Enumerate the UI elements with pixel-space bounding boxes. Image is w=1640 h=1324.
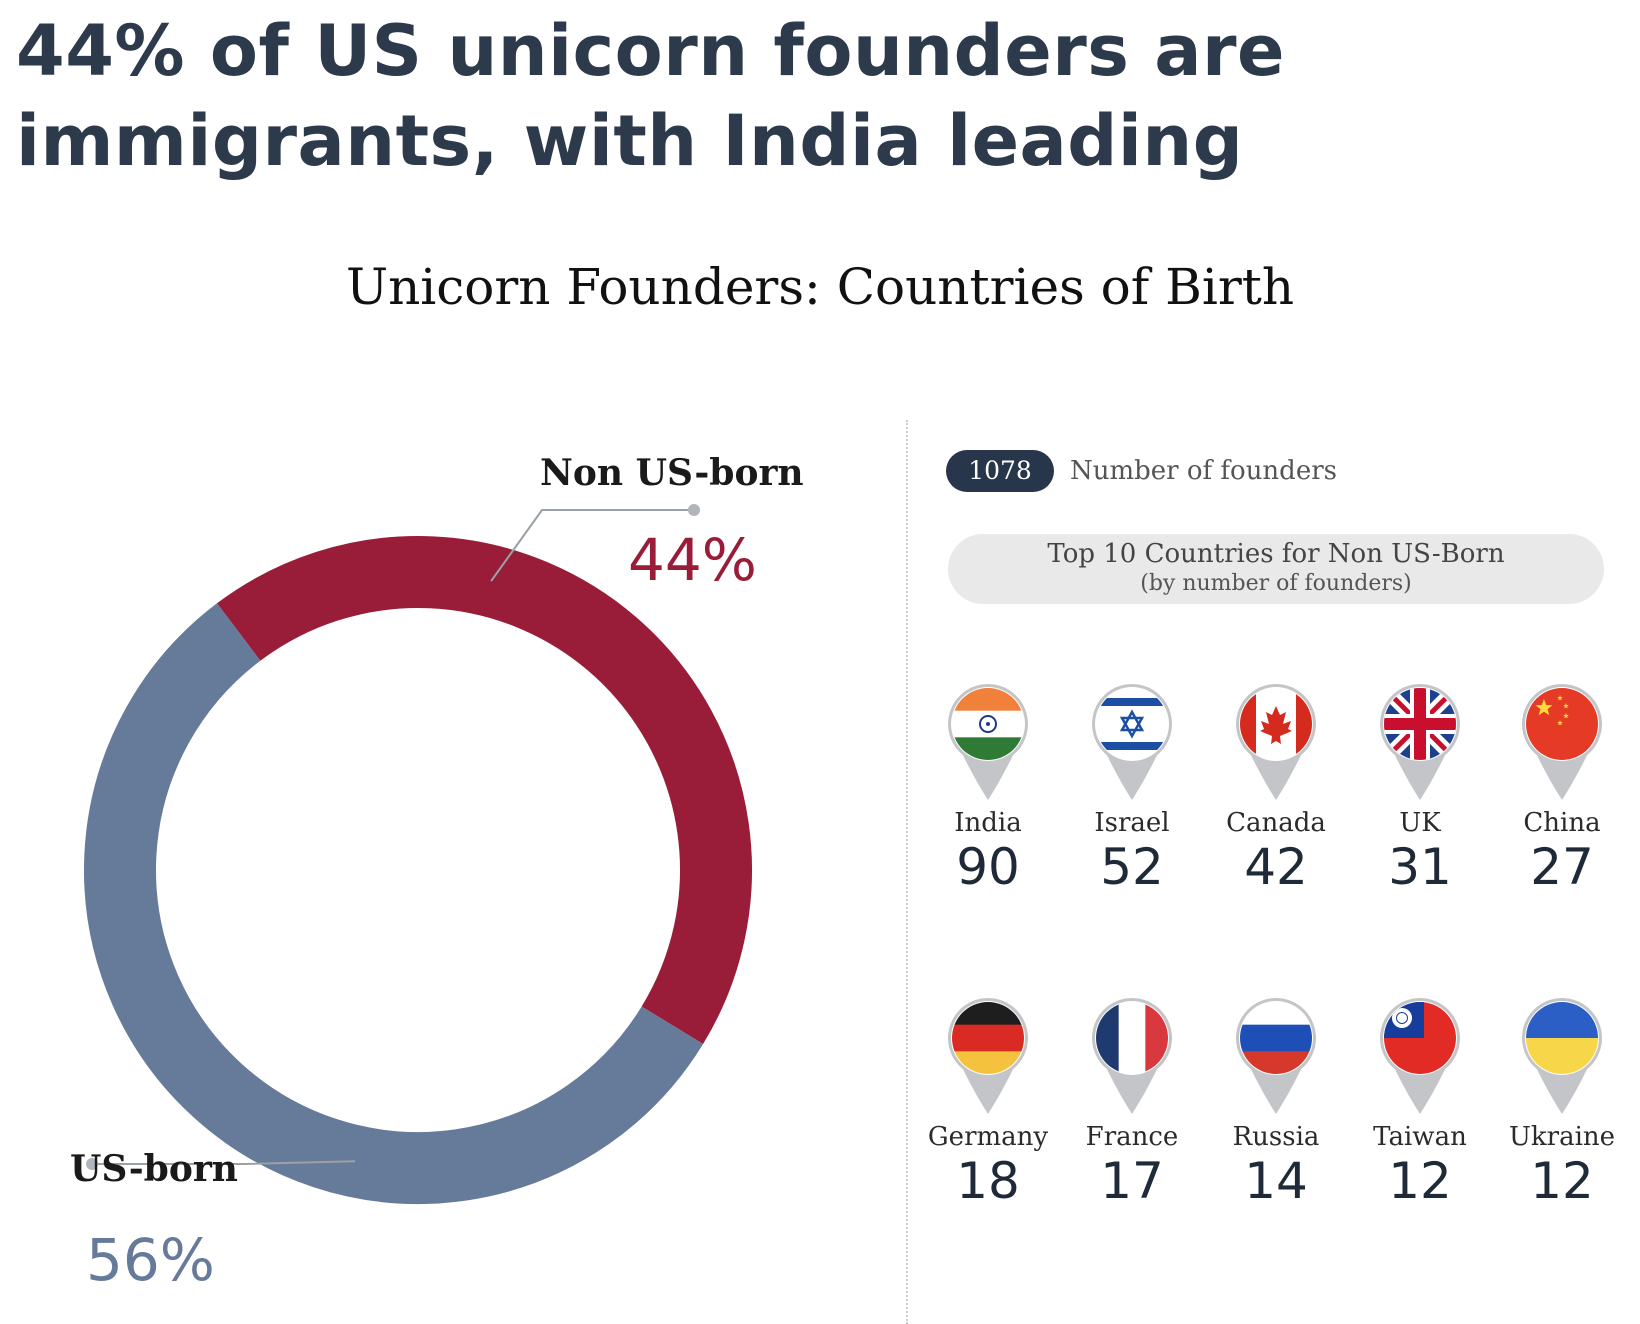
country-name: China	[1523, 808, 1601, 838]
country-count: 42	[1244, 838, 1308, 896]
russia-flag-pin-icon	[1236, 998, 1316, 1114]
china-flag-pin-icon	[1522, 684, 1602, 800]
country-name: Germany	[927, 1122, 1049, 1152]
leader-line-non-us-born	[490, 509, 694, 582]
france-flag-pin-icon	[1092, 998, 1172, 1114]
slice-value-us-born: 56%	[86, 1226, 215, 1294]
taiwan-flag-pin-icon	[1380, 998, 1460, 1114]
germany-flag-pin-icon	[948, 998, 1028, 1114]
headline: 44% of US unicorn founders are immigrant…	[16, 10, 1286, 182]
canada-flag-pin-icon	[1236, 684, 1316, 800]
country-name: Russia	[1232, 1122, 1320, 1152]
country-count: 14	[1244, 1152, 1308, 1210]
slice-label-non-us-born: Non US-born	[540, 452, 804, 494]
country-count: 17	[1100, 1152, 1164, 1210]
country-name: Taiwan	[1373, 1122, 1467, 1152]
divider	[906, 420, 908, 1324]
country-count: 52	[1100, 838, 1164, 896]
slice-value-non-us-born: 44%	[628, 526, 757, 594]
country-israel: Israel 52	[1057, 684, 1207, 896]
india-flag-pin-icon	[948, 684, 1028, 800]
country-germany: Germany 18	[913, 998, 1063, 1210]
country-count: 12	[1530, 1152, 1594, 1210]
uk-flag-pin-icon	[1380, 684, 1460, 800]
donut-slice-non-us-born	[217, 536, 752, 1044]
leader-dot-us-born	[86, 1158, 98, 1170]
leader-dot-non-us-born	[688, 504, 700, 516]
country-france: France 17	[1057, 998, 1207, 1210]
country-india: India 90	[913, 684, 1063, 896]
country-russia: Russia 14	[1201, 998, 1351, 1210]
country-taiwan: Taiwan 12	[1345, 998, 1495, 1210]
country-name: UK	[1399, 808, 1441, 838]
total-founders-label: Number of founders	[1070, 456, 1337, 486]
total-founders-badge: 1078	[946, 450, 1054, 492]
top10-header: Top 10 Countries for Non US-Born (by num…	[948, 534, 1604, 604]
country-name: India	[954, 808, 1022, 838]
country-name: Ukraine	[1508, 1122, 1616, 1152]
country-name: Canada	[1226, 808, 1326, 838]
country-count: 18	[956, 1152, 1020, 1210]
country-count: 90	[956, 838, 1020, 896]
country-count: 27	[1530, 838, 1594, 896]
country-uk: UK 31	[1345, 684, 1495, 896]
country-count: 31	[1388, 838, 1452, 896]
ukraine-flag-pin-icon	[1522, 998, 1602, 1114]
slice-label-us-born: US-born	[70, 1148, 238, 1190]
country-china: China 27	[1487, 684, 1637, 896]
country-name: France	[1085, 1122, 1179, 1152]
donut-chart	[84, 504, 752, 1204]
israel-flag-pin-icon	[1092, 684, 1172, 800]
leader-line-us-born	[92, 1160, 356, 1165]
donut-slice-us-born	[84, 603, 704, 1204]
chart-title: Unicorn Founders: Countries of Birth	[345, 258, 1295, 316]
country-count: 12	[1388, 1152, 1452, 1210]
country-ukraine: Ukraine 12	[1487, 998, 1637, 1210]
top10-subtitle: (by number of founders)	[1140, 571, 1412, 596]
top10-title: Top 10 Countries for Non US-Born	[1047, 539, 1505, 569]
country-canada: Canada 42	[1201, 684, 1351, 896]
country-name: Israel	[1094, 808, 1170, 838]
